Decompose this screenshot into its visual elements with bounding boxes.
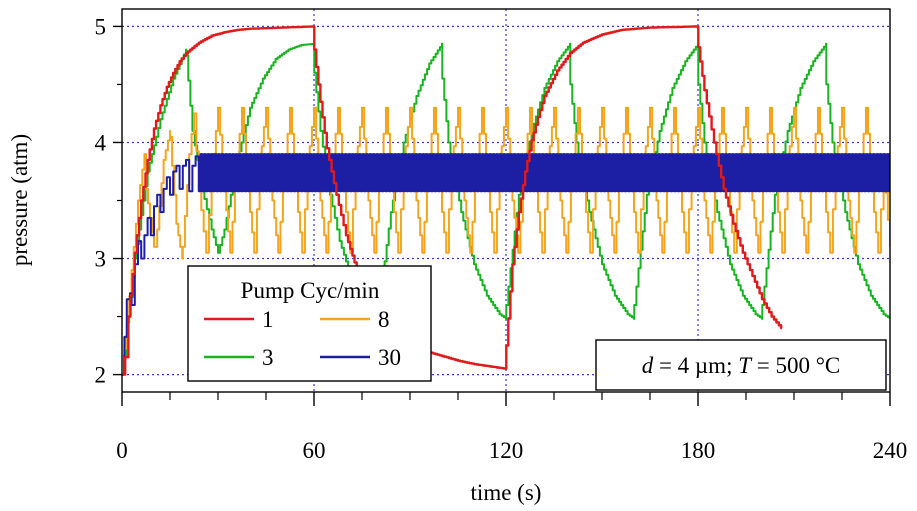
y-tick-label: 4 [95,130,107,155]
x-axis-label: time (s) [471,480,542,505]
condition-annotation: d = 4 µm; T = 500 °C [595,339,887,391]
legend-box [187,265,432,382]
annotation-text: d = 4 µm; T = 500 °C [642,353,841,378]
axis-ticks [113,25,891,406]
y-tick-label: 2 [95,363,107,388]
x-tick-label: 180 [681,438,716,463]
y-axis-label: pressure (atm) [7,134,32,266]
annotation-d-var: d [642,353,654,378]
x-tick-label: 60 [303,438,326,463]
legend: Pump Cyc/min 1 3 8 30 [187,265,432,382]
legend-title: Pump Cyc/min [241,278,380,303]
legend-label-8: 8 [378,307,390,332]
x-tick-label: 120 [489,438,524,463]
x-tick-label: 240 [873,438,908,463]
legend-label-30: 30 [378,345,401,370]
tick-labels: 2 3 4 5 0 60 120 180 240 [95,14,908,463]
x-tick-label: 0 [116,438,128,463]
annotation-t-var: T [738,353,753,378]
y-tick-label: 5 [95,14,107,39]
legend-label-3: 3 [262,345,274,370]
annotation-box [595,339,887,391]
legend-label-1: 1 [262,307,274,332]
series-line-3 [122,42,890,376]
annotation-t-value: = 500 °C [751,353,840,378]
annotation-d-value: = 4 µm; [653,353,738,378]
series-line-1 [122,25,783,376]
y-tick-label: 3 [95,247,107,272]
series-layer [122,25,890,376]
